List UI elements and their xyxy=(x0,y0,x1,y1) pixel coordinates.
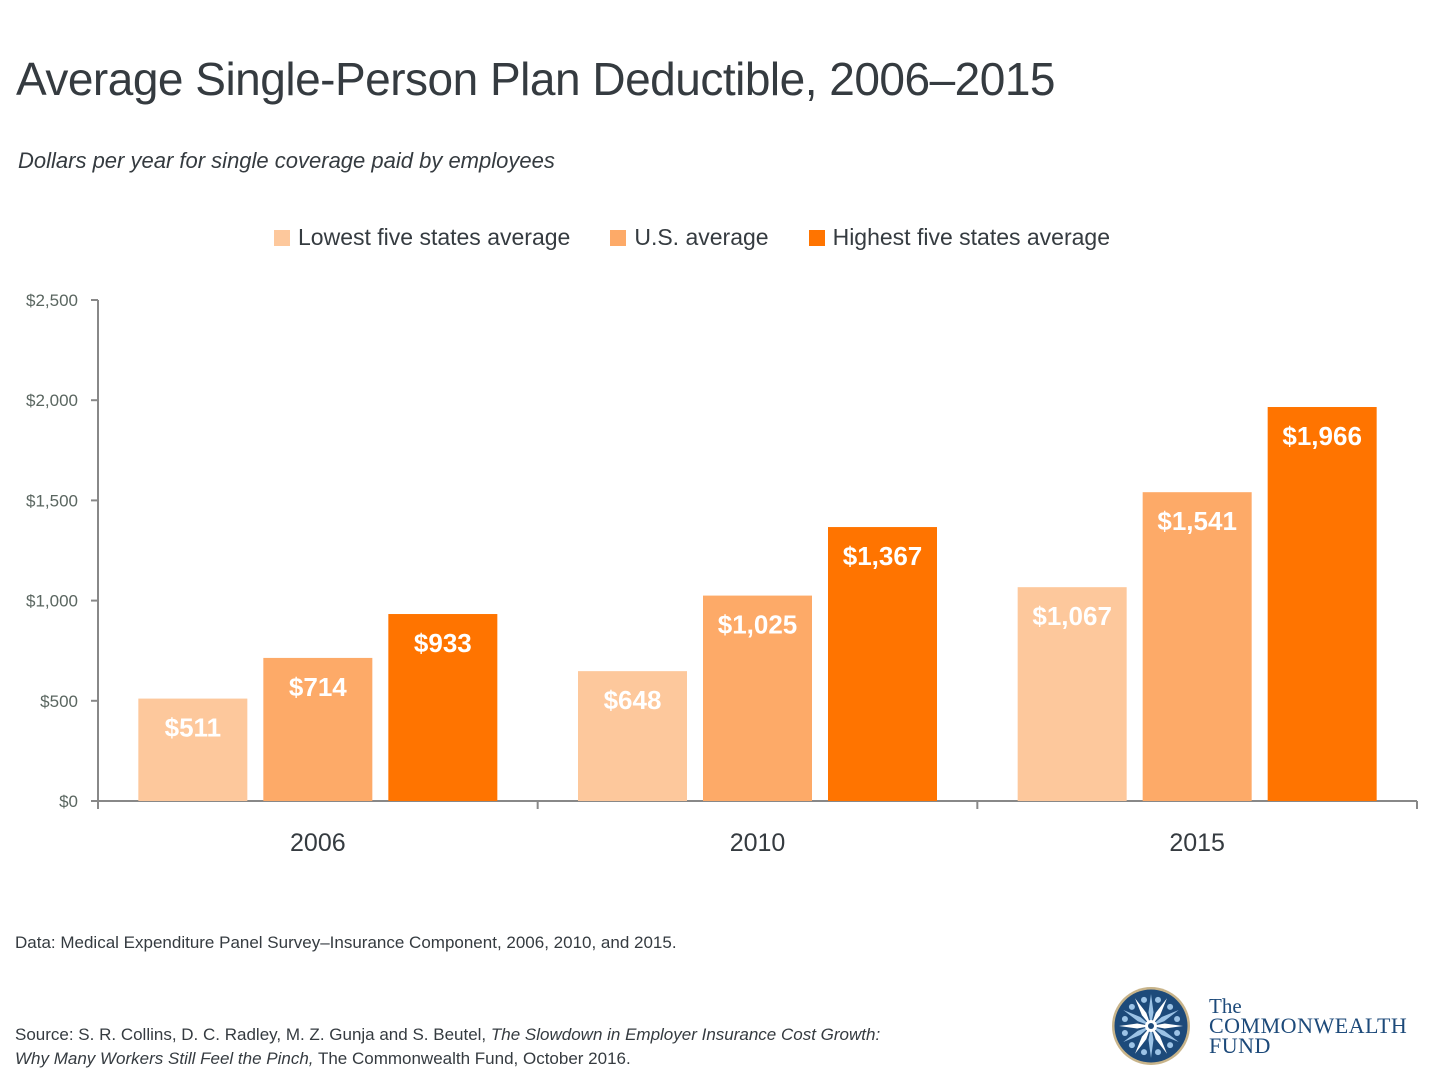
logo-line-2: COMMONWEALTH xyxy=(1209,1013,1408,1038)
emblem-ray xyxy=(1151,1026,1179,1042)
emblem-dot xyxy=(1141,1049,1148,1056)
emblem-dot xyxy=(1154,996,1161,1003)
bar xyxy=(388,614,498,801)
legend-label-us: U.S. average xyxy=(634,224,769,250)
source-note: Source: S. R. Collins, D. C. Radley, M. … xyxy=(15,1023,915,1071)
emblem-ray xyxy=(1119,1023,1151,1029)
emblem-dot xyxy=(1128,1003,1135,1010)
emblem-dot xyxy=(1141,996,1148,1003)
data-note: Data: Medical Expenditure Panel Survey–I… xyxy=(15,933,677,952)
bar-value-label: $1,367 xyxy=(843,541,923,571)
commonwealth-fund-emblem-icon xyxy=(1112,987,1190,1065)
bar xyxy=(263,657,373,801)
logo-line-1: The xyxy=(1209,994,1242,1018)
bar-chart: $0 $500 $1,000 $1,500 $2,000 $2,500 $511 $714 $9… xyxy=(26,291,1418,857)
commonwealth-fund-logo: The COMMONWEALTH FUND xyxy=(1111,986,1407,1066)
legend-label-lowest: Lowest five states average xyxy=(298,224,571,250)
logo-text: The COMMONWEALTH FUND xyxy=(1209,994,1408,1058)
y-tick-label: $2,000 xyxy=(26,391,78,410)
bar-value-label: $933 xyxy=(414,628,472,658)
emblem-dot xyxy=(1174,1016,1181,1023)
y-tick-label: $1,500 xyxy=(26,491,78,510)
x-tick-label: 2006 xyxy=(290,829,346,857)
chart-subtitle: Dollars per year for single coverage pai… xyxy=(18,148,555,173)
bar-value-label: $1,067 xyxy=(1032,601,1112,631)
legend-item-lowest: Lowest five states average xyxy=(274,224,570,251)
emblem-dot xyxy=(1167,1003,1174,1010)
bar-value-label: $714 xyxy=(289,672,347,702)
y-tick-label: $1,000 xyxy=(26,592,78,611)
y-tick-label: $0 xyxy=(59,792,78,811)
emblem-dot xyxy=(1128,1042,1135,1049)
bar-value-label: $511 xyxy=(165,713,221,743)
legend-item-highest: Highest five states average xyxy=(808,224,1111,251)
emblem-dot xyxy=(1121,1029,1128,1036)
legend-swatch-us xyxy=(610,229,627,246)
emblem-dot xyxy=(1154,1049,1161,1056)
legend-item-us: U.S. average xyxy=(610,224,769,251)
emblem-ray xyxy=(1148,994,1154,1026)
emblem-ray xyxy=(1123,1026,1151,1042)
bar xyxy=(703,595,812,801)
legend-swatch-lowest xyxy=(274,229,290,246)
bar xyxy=(138,698,248,801)
bar-value-label: $1,541 xyxy=(1157,506,1237,536)
emblem-ray xyxy=(1151,1010,1179,1026)
bar xyxy=(1017,587,1127,801)
source-suffix: The Commonwealth Fund, October 2016. xyxy=(313,1049,631,1068)
logo-line-3: FUND xyxy=(1209,1033,1271,1058)
emblem-ray xyxy=(1135,998,1151,1026)
source-title: The Slowdown in Employer Insurance Cost … xyxy=(15,1025,881,1068)
y-tick-label: $2,500 xyxy=(26,291,78,310)
emblem-dot xyxy=(1174,1029,1181,1036)
bar-value-label: $648 xyxy=(604,685,662,715)
bar xyxy=(828,527,937,801)
bar xyxy=(578,671,687,801)
legend-label-highest: Highest five states average xyxy=(832,224,1111,250)
x-tick-label: 2015 xyxy=(1169,829,1225,857)
bar-value-label: $1,966 xyxy=(1282,421,1362,451)
chart-title: Average Single-Person Plan Deductible, 2… xyxy=(16,53,1056,105)
emblem-dot xyxy=(1121,1016,1128,1023)
emblem-ray xyxy=(1123,1010,1151,1026)
emblem-ray xyxy=(1148,1026,1154,1058)
emblem-ray xyxy=(1151,998,1167,1026)
legend-swatch-highest xyxy=(808,229,825,246)
emblem-ray xyxy=(1151,1023,1183,1029)
bar xyxy=(1142,492,1252,801)
source-prefix: Source: S. R. Collins, D. C. Radley, M. … xyxy=(15,1025,491,1044)
bar-value-label: $1,025 xyxy=(718,610,798,640)
legend: Lowest five states average U.S. average … xyxy=(274,224,1150,251)
y-tick-label: $500 xyxy=(40,692,78,711)
emblem-ray xyxy=(1151,1026,1167,1054)
bar xyxy=(1267,407,1377,801)
emblem-dot xyxy=(1167,1042,1174,1049)
emblem-ray xyxy=(1135,1026,1151,1054)
x-tick-label: 2010 xyxy=(730,829,786,857)
